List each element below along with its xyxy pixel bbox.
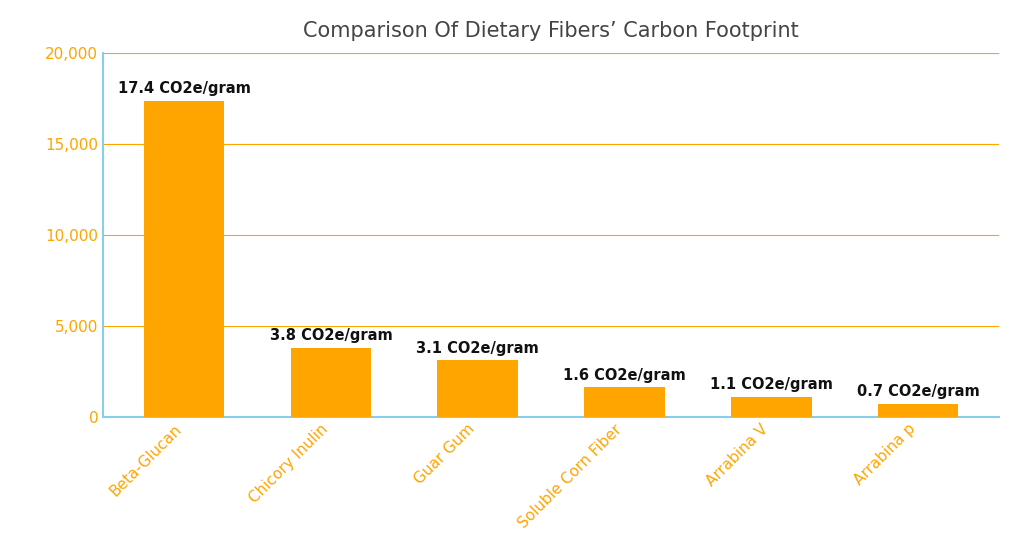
Bar: [878, 404, 958, 417]
Text: 17.4 CO2e/gram: 17.4 CO2e/gram: [117, 81, 250, 96]
Text: 1.6 CO2e/gram: 1.6 CO2e/gram: [563, 368, 686, 383]
Text: 1.1 CO2e/gram: 1.1 CO2e/gram: [710, 377, 832, 392]
Text: 3.8 CO2e/gram: 3.8 CO2e/gram: [270, 328, 392, 343]
Bar: [144, 100, 225, 417]
Title: Comparison Of Dietary Fibers’ Carbon Footprint: Comparison Of Dietary Fibers’ Carbon Foo…: [303, 21, 799, 41]
Bar: [584, 388, 664, 417]
Bar: [290, 348, 371, 417]
Text: 3.1 CO2e/gram: 3.1 CO2e/gram: [416, 341, 539, 356]
Bar: [731, 397, 812, 417]
Text: 0.7 CO2e/gram: 0.7 CO2e/gram: [857, 384, 980, 399]
Bar: [438, 360, 518, 417]
